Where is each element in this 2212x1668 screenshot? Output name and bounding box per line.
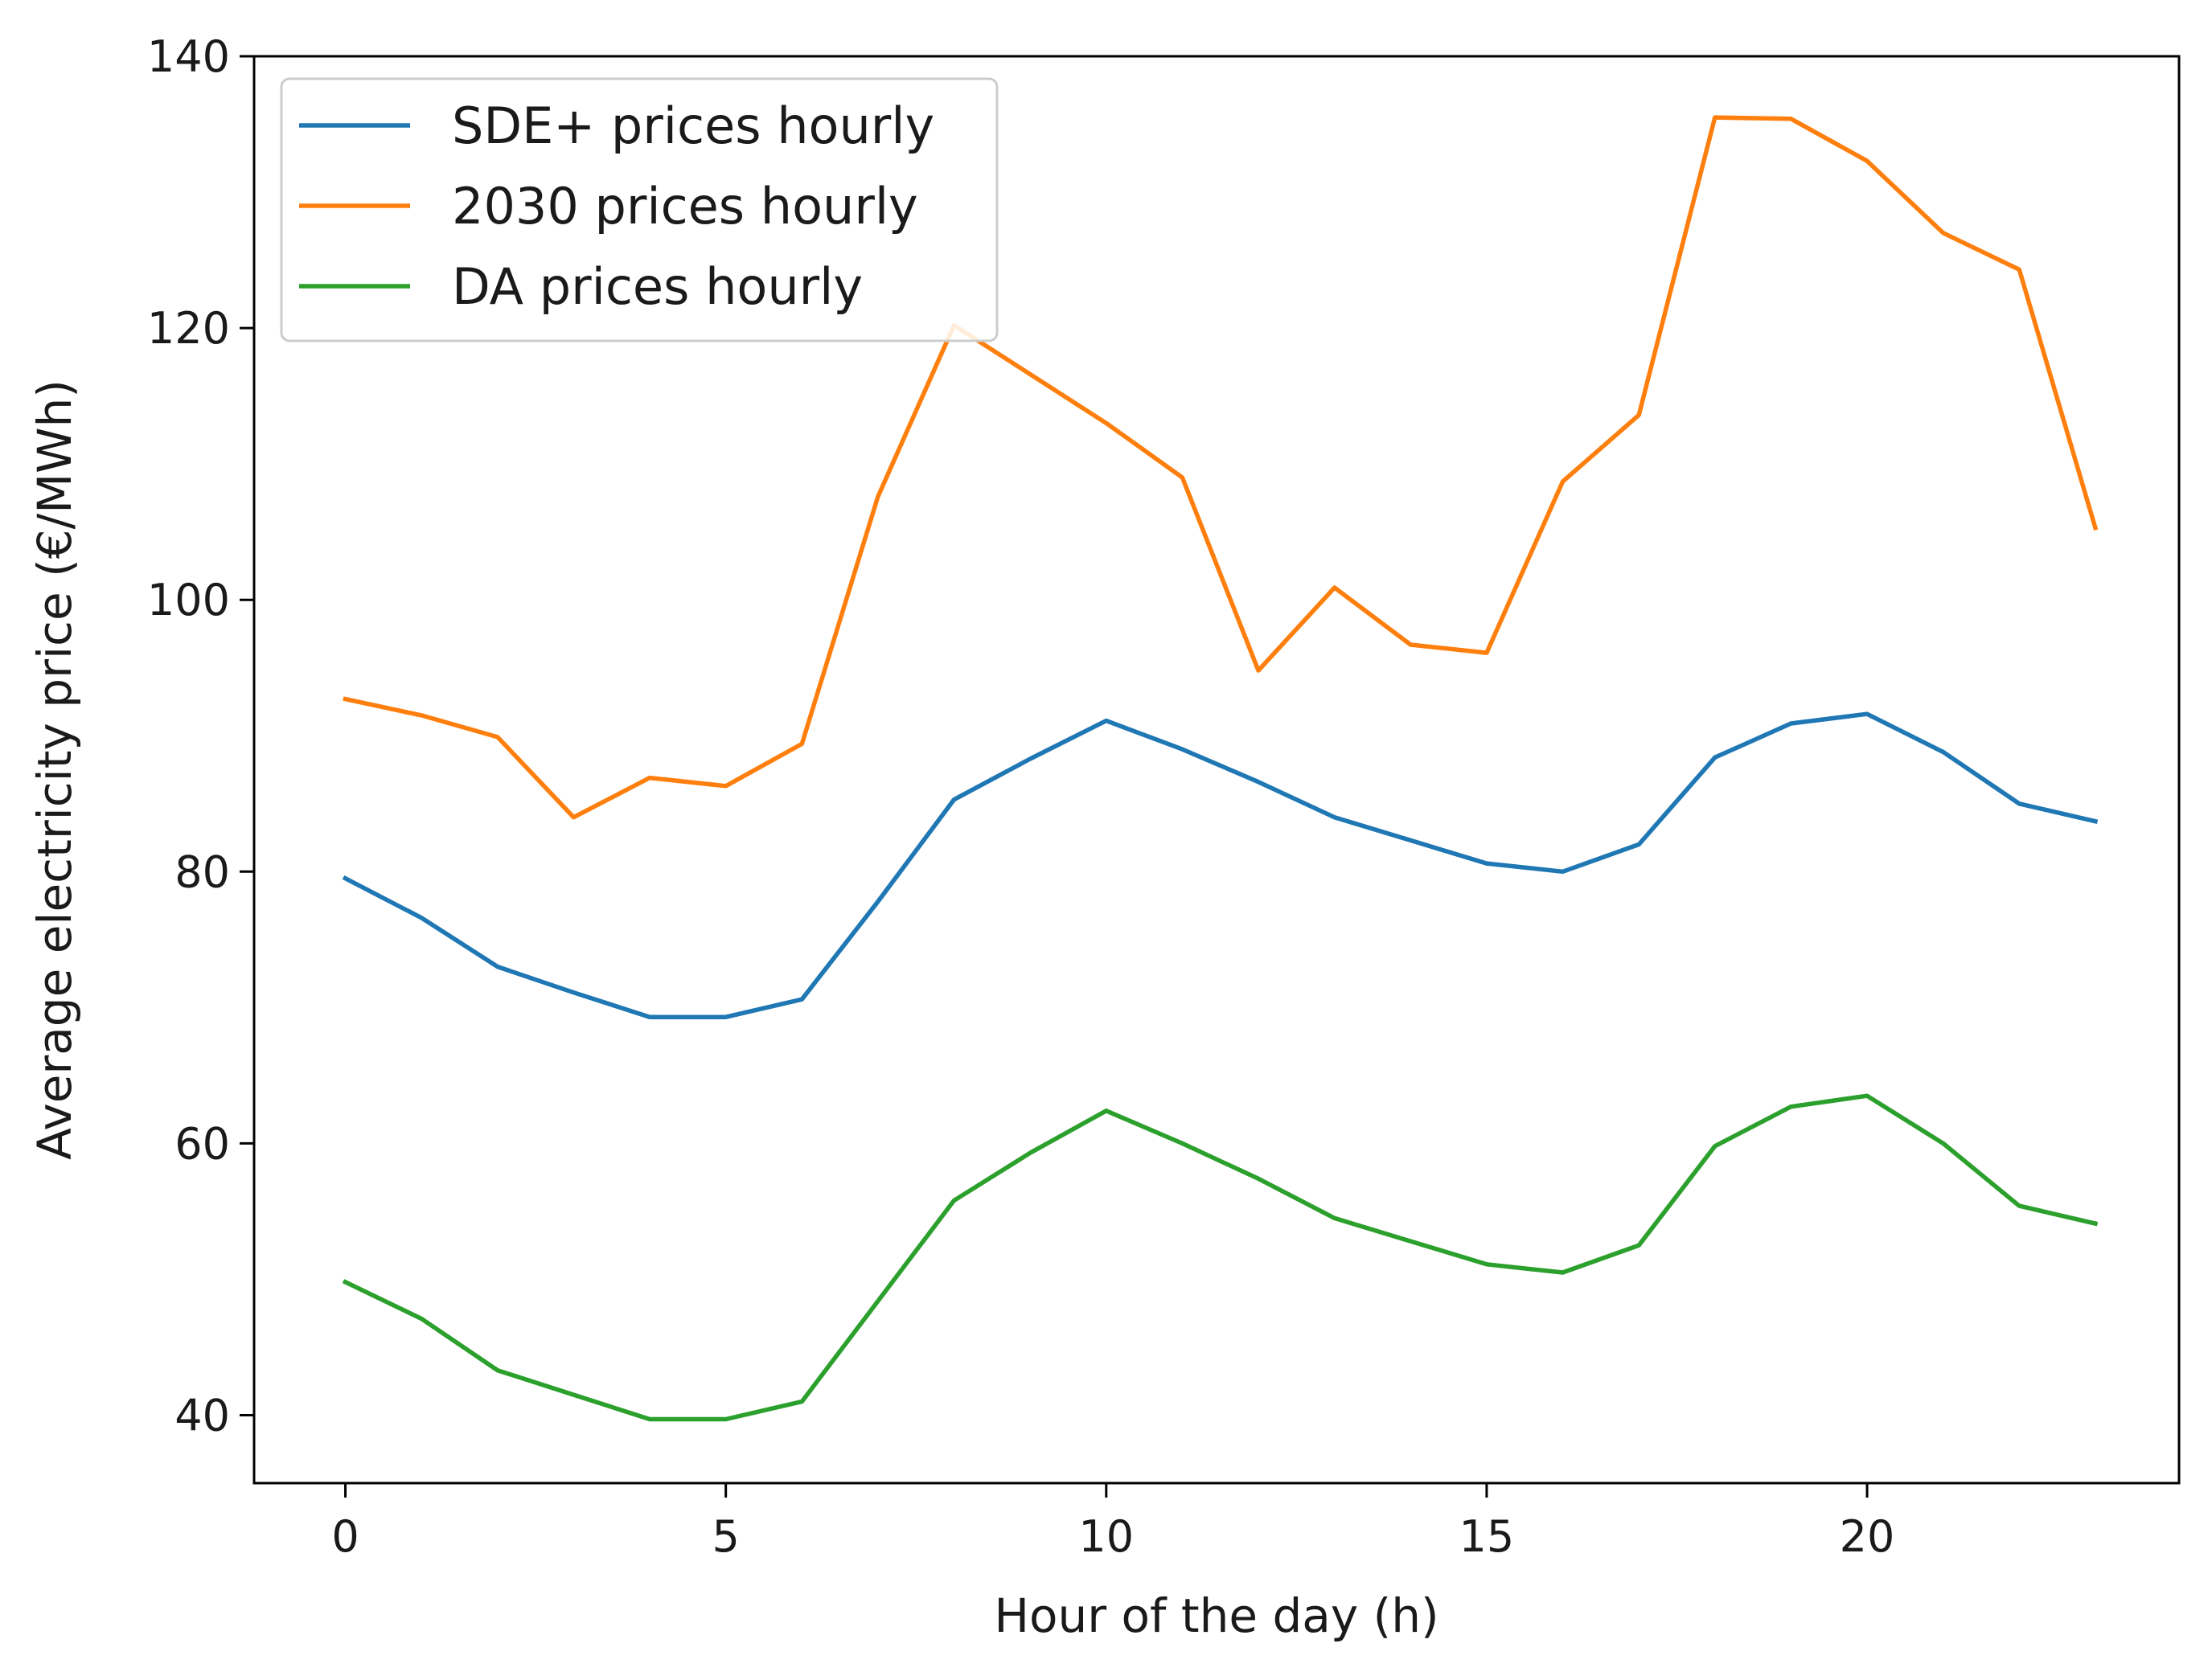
series-line-2 [342,1093,2099,1422]
y-tick-label: 40 [174,1390,230,1441]
x-tick-label: 0 [331,1511,359,1562]
legend-label-2: DA prices hourly [452,257,863,316]
legend: SDE+ prices hourly 2030 prices hourly DA p… [280,77,999,342]
x-tick-label: 10 [1078,1511,1134,1562]
y-tick-label: 140 [147,31,230,82]
y-tick-label: 80 [174,846,230,897]
legend-label-0: SDE+ prices hourly [452,96,934,155]
plot-area [342,115,2099,1422]
y-tick-label: 120 [147,303,230,354]
plot-frame [252,55,2181,1485]
x-tick-label: 15 [1459,1511,1515,1562]
series-line-0 [342,711,2099,1019]
axes: 0 5 10 15 20 40 60 80 100 120 140 [147,31,2181,1562]
y-axis-label: Average electricity price (€/MWh) [27,379,82,1160]
y-tick-label: 60 [174,1118,230,1169]
x-axis-label: Hour of the day (h) [994,1588,1438,1643]
legend-label-1: 2030 prices hourly [452,177,918,236]
y-tick-label: 100 [147,575,230,625]
series-line-1 [343,115,2099,820]
x-tick-label: 20 [1840,1511,1895,1562]
x-tick-label: 5 [712,1511,739,1562]
legend-box [280,77,999,342]
